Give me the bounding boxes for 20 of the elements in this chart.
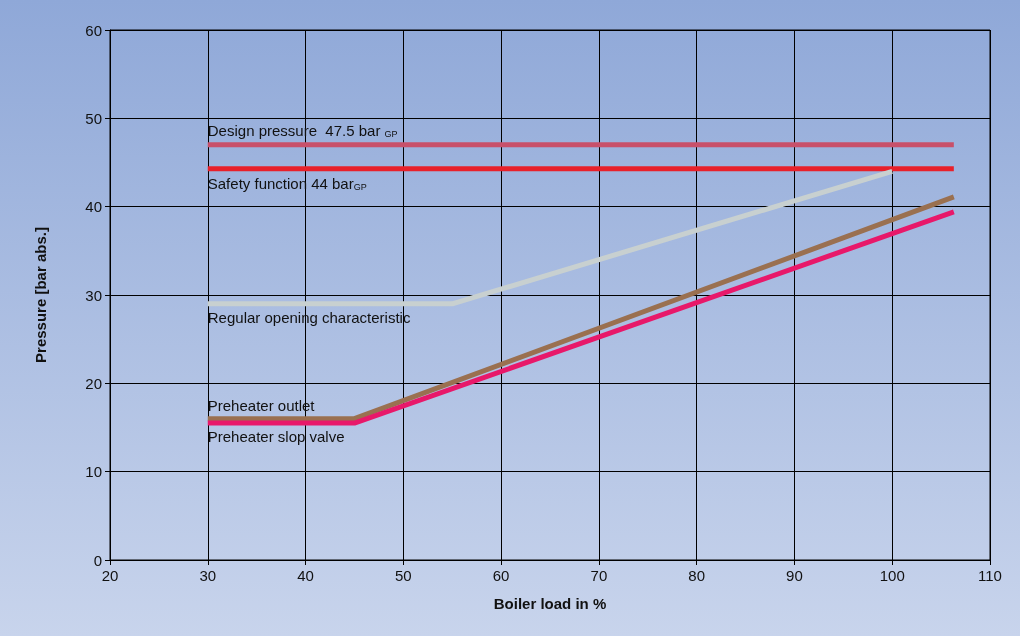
series-label: Preheater slop valve — [207, 428, 345, 446]
x-tick-label: 100 — [879, 567, 905, 584]
x-tick-label: 110 — [978, 567, 1002, 584]
x-axis-title: Boiler load in % — [493, 595, 607, 612]
y-tick-label: 60 — [85, 21, 102, 39]
x-tick-label: 20 — [101, 567, 119, 584]
y-tick-label: 50 — [85, 109, 102, 127]
x-tick-label: 70 — [590, 567, 608, 584]
x-tick-label: 80 — [688, 567, 706, 584]
y-tick-label: 10 — [85, 463, 102, 481]
x-tick-label: 60 — [492, 567, 510, 584]
x-tick-label: 50 — [394, 567, 412, 584]
x-tick-label: 30 — [199, 567, 217, 584]
y-axis-title: Pressure [bar abs.] — [32, 227, 49, 363]
x-tick-label: 40 — [297, 567, 314, 584]
y-tick-label: 40 — [85, 198, 102, 216]
y-tick-label: 20 — [85, 374, 102, 392]
y-tick-label: 0 — [93, 551, 102, 569]
y-tick-label: 30 — [85, 286, 102, 304]
x-tick-label: 90 — [786, 567, 803, 584]
